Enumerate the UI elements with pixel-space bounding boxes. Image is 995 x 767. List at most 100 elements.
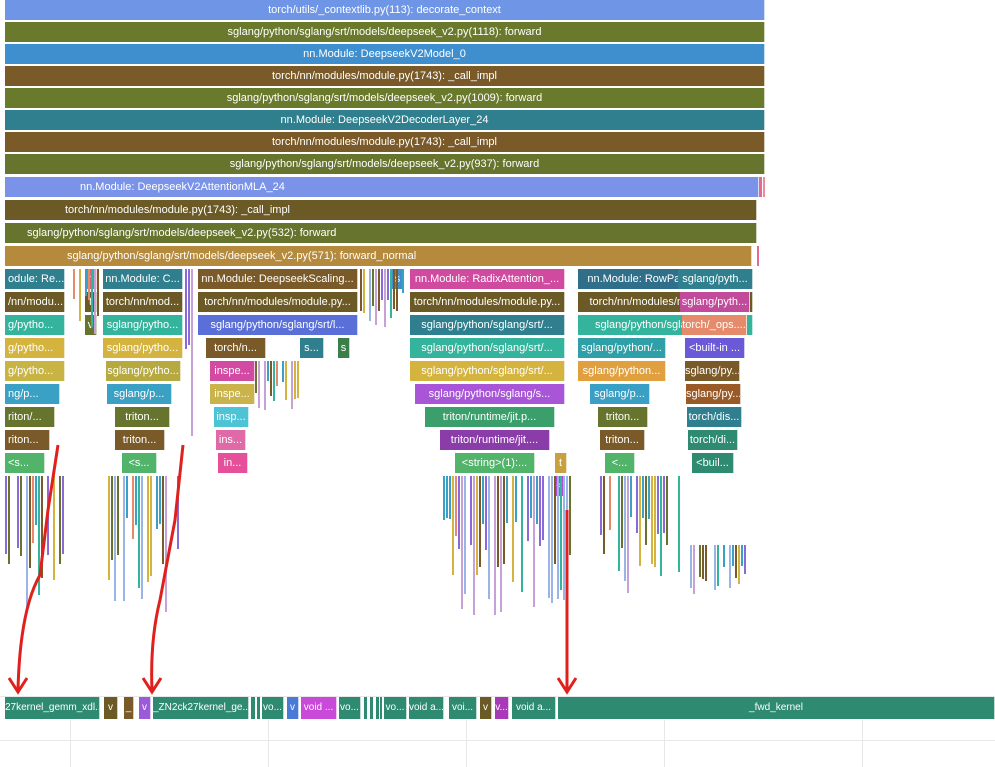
gpu-kernel[interactable]: _ — [124, 697, 134, 719]
flame-frame[interactable]: sglang/py... — [685, 361, 740, 381]
gpu-kernel[interactable]: v — [104, 697, 118, 719]
flame-slice[interactable] — [630, 476, 632, 517]
flame-slice[interactable] — [370, 697, 373, 719]
flame-frame[interactable]: torch/n... — [206, 338, 266, 358]
flame-frame[interactable]: triton... — [115, 430, 165, 450]
gpu-kernel[interactable]: 27kernel_gemm_xdl... — [5, 697, 100, 719]
flame-slice[interactable] — [26, 476, 28, 609]
flame-slice[interactable] — [255, 361, 257, 393]
flame-frame[interactable]: riton... — [5, 430, 50, 450]
flame-slice[interactable] — [372, 269, 374, 306]
flame-slice[interactable] — [548, 476, 550, 598]
flame-frame[interactable]: triton... — [600, 430, 645, 450]
flame-slice[interactable] — [497, 476, 499, 567]
flame-slice[interactable] — [705, 545, 707, 581]
flame-frame[interactable]: triton/runtime/jit.... — [440, 430, 550, 450]
flame-frame[interactable]: sglang/pytho... — [103, 315, 183, 335]
flame-slice[interactable] — [759, 177, 762, 197]
flame-slice[interactable] — [380, 697, 382, 719]
flame-slice[interactable] — [651, 476, 653, 564]
flame-slice[interactable] — [476, 476, 478, 575]
flame-frame[interactable]: sglang/py... — [686, 384, 741, 404]
flame-slice[interactable] — [267, 361, 269, 381]
flame-frame[interactable]: sglang/python/sglang/srt/models/deepseek… — [5, 154, 765, 174]
flame-frame[interactable]: torch/nn/modules/module.py(1743): _call_… — [5, 200, 757, 220]
flame-slice[interactable] — [732, 545, 734, 566]
flame-slice[interactable] — [402, 269, 404, 293]
flame-slice[interactable] — [47, 476, 49, 555]
gpu-kernel[interactable]: voi... — [449, 697, 477, 719]
flame-slice[interactable] — [600, 476, 602, 535]
flame-slice[interactable] — [515, 476, 517, 522]
flame-slice[interactable] — [488, 476, 490, 599]
flame-slice[interactable] — [177, 476, 179, 549]
flame-frame[interactable]: ng/p... — [5, 384, 60, 404]
flame-frame[interactable]: sglang/python/sglang/srt/models/deepseek… — [5, 22, 765, 42]
flame-frame[interactable]: torch/nn/mod... — [103, 292, 183, 312]
flame-frame[interactable]: riton/... — [5, 407, 55, 427]
flame-frame[interactable]: sglang/python/sglang/srt/... — [410, 315, 565, 335]
flame-slice[interactable] — [603, 476, 605, 554]
flame-slice[interactable] — [79, 269, 81, 321]
flame-slice[interactable] — [566, 476, 568, 604]
flame-slice[interactable] — [449, 476, 451, 519]
flame-slice[interactable] — [396, 269, 398, 311]
flame-slice[interactable] — [135, 476, 137, 525]
flame-slice[interactable] — [563, 476, 565, 600]
flame-slice[interactable] — [500, 476, 502, 612]
flame-slice[interactable] — [473, 476, 475, 615]
flame-frame[interactable]: sglang/p... — [590, 384, 650, 404]
flame-slice[interactable] — [378, 269, 380, 311]
gpu-kernel[interactable]: vo... — [384, 697, 407, 719]
flame-frame[interactable]: torch/nn/modules/module.py(1743): _call_… — [5, 66, 765, 86]
flame-slice[interactable] — [38, 476, 40, 595]
flame-slice[interactable] — [618, 476, 620, 571]
flame-slice[interactable] — [648, 476, 650, 519]
flame-slice[interactable] — [763, 177, 765, 197]
flame-slice[interactable] — [85, 269, 87, 296]
flame-slice[interactable] — [94, 269, 96, 334]
flame-slice[interactable] — [165, 476, 167, 612]
flame-frame[interactable]: triton... — [598, 407, 648, 427]
flame-slice[interactable] — [455, 476, 457, 536]
flame-frame[interactable]: sglang/python/sglang/srt/... — [410, 338, 565, 358]
flame-slice[interactable] — [364, 697, 367, 719]
flame-slice[interactable] — [285, 361, 287, 400]
flame-frame[interactable]: torch/di... — [688, 430, 738, 450]
flame-slice[interactable] — [138, 476, 140, 588]
gpu-kernel[interactable]: void ... — [301, 697, 337, 719]
flame-frame[interactable]: <built-in ... — [685, 338, 745, 358]
gpu-kernel[interactable]: v — [139, 697, 151, 719]
flame-slice[interactable] — [91, 269, 93, 327]
flame-frame[interactable]: nn.Module: DeepseekV2Model_0 — [5, 44, 765, 64]
flame-slice[interactable] — [636, 476, 638, 533]
flame-frame[interactable]: torch/nn/modules/module.py... — [410, 292, 565, 312]
flame-slice[interactable] — [291, 361, 293, 409]
flame-slice[interactable] — [530, 476, 532, 518]
flame-slice[interactable] — [461, 476, 463, 609]
flame-slice[interactable] — [162, 476, 164, 564]
flame-frame[interactable]: torch/nn/modules/module.py(1743): _call_… — [5, 132, 765, 152]
flame-frame[interactable]: inspe... — [210, 361, 255, 381]
flame-slice[interactable] — [702, 545, 704, 579]
flame-slice[interactable] — [569, 476, 571, 555]
gpu-kernel[interactable]: vo... — [339, 697, 361, 719]
flame-frame[interactable]: nn.Module: RadixAttention_... — [410, 269, 565, 289]
flame-slice[interactable] — [494, 476, 496, 615]
flame-slice[interactable] — [624, 476, 626, 581]
flame-slice[interactable] — [17, 476, 19, 548]
flame-slice[interactable] — [551, 476, 553, 603]
flame-slice[interactable] — [609, 476, 611, 530]
flame-frame[interactable]: odule: Re... — [5, 269, 65, 289]
flame-slice[interactable] — [387, 269, 389, 300]
flame-slice[interactable] — [527, 476, 529, 541]
flame-slice[interactable] — [132, 476, 134, 539]
flame-frame[interactable]: /nn/modu... — [5, 292, 65, 312]
flame-frame[interactable]: sglang/p... — [107, 384, 172, 404]
flame-frame[interactable]: <s... — [5, 453, 45, 473]
flame-slice[interactable] — [452, 476, 454, 575]
flame-slice[interactable] — [108, 476, 110, 580]
flame-slice[interactable] — [147, 476, 149, 582]
flame-frame[interactable]: nn.Module: DeepseekScaling... — [198, 269, 358, 289]
flame-slice[interactable] — [273, 361, 275, 401]
